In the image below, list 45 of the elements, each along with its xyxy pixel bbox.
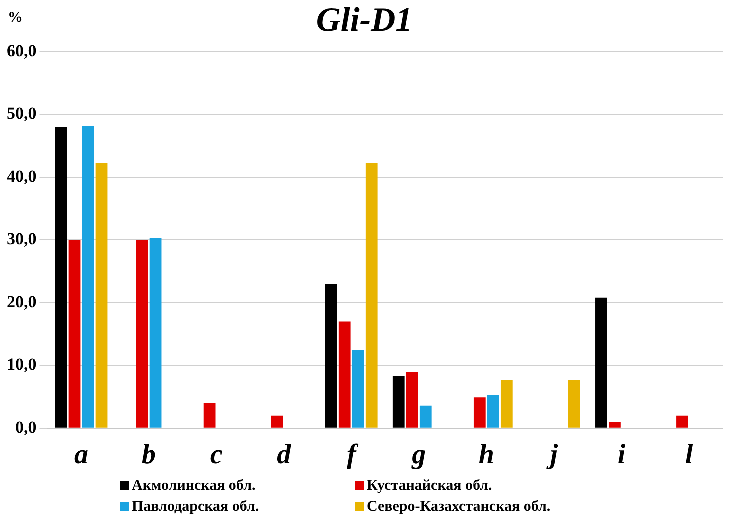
y-tick-label: 40,0: [7, 166, 37, 186]
y-tick-label: 50,0: [7, 104, 37, 124]
x-tick-label: c: [210, 439, 224, 470]
bar: [676, 416, 688, 428]
y-tick-label: 30,0: [7, 230, 37, 249]
x-tick-label: f: [346, 439, 359, 470]
y-tick-label: 60,0: [7, 41, 37, 60]
bar: [338, 322, 351, 428]
y-tick-label: 0,0: [16, 418, 37, 437]
bar: [487, 395, 500, 428]
bar: [420, 406, 432, 428]
legend-label: Северо-Казахстанская обл.: [366, 499, 552, 516]
bar: [55, 127, 68, 428]
x-tick-label: d: [277, 439, 292, 470]
bar: [596, 298, 608, 428]
x-tick-label: l: [685, 439, 694, 470]
bar: [150, 238, 162, 428]
bar: [82, 126, 94, 428]
chart-title: Gli-D1: [316, 2, 413, 39]
bar: [325, 284, 338, 428]
bar: [392, 376, 405, 428]
bar: [609, 422, 621, 428]
x-tick-label: h: [478, 439, 494, 470]
bar: [204, 403, 216, 428]
bar: [406, 372, 418, 428]
x-tick-label: i: [618, 439, 626, 470]
y-tick-label: 10,0: [7, 355, 37, 374]
bar: [271, 416, 284, 428]
bar: [352, 350, 364, 428]
bar: [68, 240, 81, 428]
legend-label: Кустанайская обл.: [366, 478, 494, 495]
x-tick-label: b: [142, 439, 156, 470]
x-tick-label: g: [411, 439, 426, 470]
legend-label: Павлодарская обл.: [131, 499, 260, 516]
legend-label: Акмолинская обл.: [131, 478, 257, 495]
bar: [500, 380, 513, 428]
bar: [96, 163, 108, 428]
y-tick-label: 20,0: [7, 292, 37, 312]
bar: [136, 240, 148, 428]
bar: [366, 163, 378, 428]
bar: [474, 398, 486, 428]
x-tick-label: j: [546, 439, 558, 470]
x-tick-label: a: [74, 439, 89, 470]
y-axis-title: %: [8, 10, 23, 27]
bar: [568, 380, 580, 428]
